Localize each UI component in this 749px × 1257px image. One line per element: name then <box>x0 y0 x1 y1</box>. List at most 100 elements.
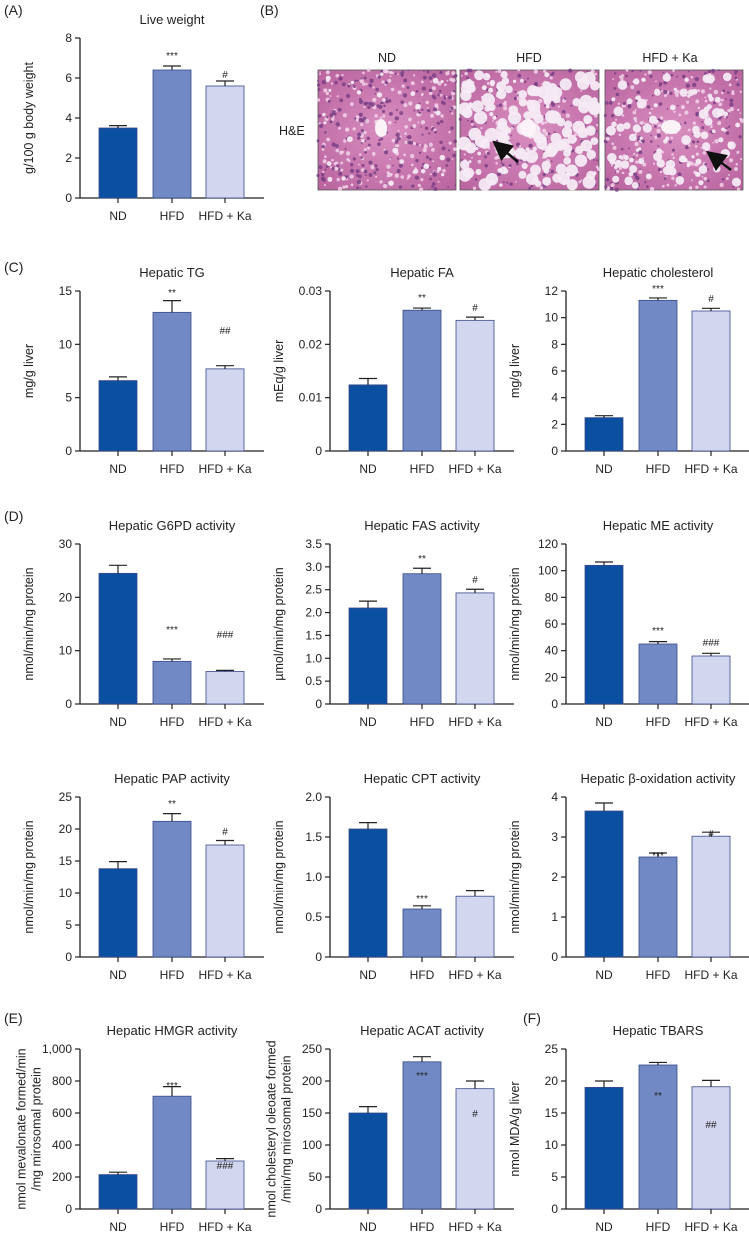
tissue-cell <box>492 120 494 122</box>
tissue-cell <box>472 186 477 190</box>
tissue-cell <box>651 124 654 127</box>
lipid-droplet <box>460 160 470 170</box>
chart-title: Hepatic ME activity <box>603 518 714 533</box>
tissue-cell <box>701 126 705 130</box>
tissue-cell <box>358 117 363 122</box>
tissue-cell <box>384 80 389 85</box>
lipid-droplet <box>638 158 645 165</box>
tissue-cell <box>358 112 363 117</box>
tissue-cell <box>407 134 412 140</box>
lipid-droplet <box>559 78 572 91</box>
significance-mark: # <box>472 575 478 586</box>
tissue-cell <box>686 100 690 104</box>
tissue-cell <box>388 70 393 75</box>
tissue-cell <box>325 70 330 75</box>
lipid-droplet <box>560 138 570 148</box>
tissue-cell <box>422 75 427 80</box>
tissue-cell <box>635 160 639 164</box>
lipid-droplet <box>572 120 586 134</box>
tissue-cell <box>325 165 329 168</box>
tissue-cell <box>369 78 374 83</box>
y-axis-label: mg/g liver <box>22 344 36 398</box>
tissue-cell <box>425 155 430 159</box>
lipid-droplet <box>722 72 732 82</box>
tissue-cell <box>337 107 342 112</box>
tissue-cell <box>725 131 730 135</box>
tissue-cell <box>700 89 706 94</box>
tissue-cell <box>725 177 729 181</box>
lipid-droplet <box>555 163 567 175</box>
tissue-cell <box>417 121 420 124</box>
tissue-cell <box>697 89 701 92</box>
lipid-droplet <box>578 101 590 114</box>
tissue-cell <box>709 130 712 133</box>
y-axis-label: nmol cholesteryl oleoate formed <box>265 1040 279 1217</box>
tissue-cell <box>420 178 424 182</box>
tissue-cell <box>467 119 469 122</box>
tissue-cell <box>368 173 373 177</box>
lipid-droplet <box>563 120 573 129</box>
y-tick-label: 100 <box>538 564 558 578</box>
lipid-droplet <box>675 176 685 185</box>
tissue-cell <box>533 69 538 74</box>
y-axis-label: mEq/g liver <box>272 340 286 403</box>
tissue-cell <box>615 118 618 121</box>
lipid-droplet <box>645 173 652 180</box>
lipid-droplet <box>687 89 695 96</box>
tissue-cell <box>517 68 520 72</box>
chart-hepatic-cholesterol: Hepatic cholesterol 0 2 4 6 8 10 12 mg/g liver ND… <box>508 265 749 476</box>
tissue-cell <box>673 110 676 114</box>
tissue-cell <box>690 76 694 79</box>
tissue-cell <box>740 157 743 161</box>
tissue-cell <box>413 142 417 146</box>
tissue-cell <box>404 132 407 135</box>
tissue-cell <box>720 98 724 102</box>
chart-hepatic-cpt: Hepatic CPT activity 0 0.5 1.0 1.5 2.0 nmol/mi… <box>272 771 514 982</box>
tissue-cell <box>663 119 666 122</box>
lipid-droplet <box>437 166 442 171</box>
bar-hfd-plus-ka <box>691 655 731 705</box>
tissue-texture <box>316 68 458 192</box>
tissue-cell <box>386 131 389 134</box>
tissue-cell <box>346 93 351 99</box>
y-tick-label: 50 <box>309 1170 323 1184</box>
y-axis-label: g/100 g body weight <box>22 62 36 174</box>
tissue-cell <box>617 102 620 105</box>
tissue-cell <box>497 69 502 74</box>
tissue-cell <box>390 87 395 92</box>
tissue-cell <box>420 126 422 128</box>
lipid-droplet <box>530 164 541 176</box>
tissue-cell <box>439 140 443 145</box>
tissue-cell <box>377 75 381 79</box>
tissue-cell <box>437 180 440 183</box>
tissue-cell <box>494 156 498 160</box>
lipid-droplet <box>421 169 426 174</box>
tissue-cell <box>325 91 330 96</box>
lipid-droplet <box>611 97 616 102</box>
tissue-cell <box>427 107 429 109</box>
tissue-cell <box>402 93 408 98</box>
tissue-cell <box>450 106 454 111</box>
y-tick-label: 0 <box>551 1202 558 1216</box>
tissue-cell <box>360 77 363 80</box>
tissue-cell <box>331 166 334 169</box>
tissue-cell <box>331 142 336 147</box>
tissue-cell <box>613 72 617 75</box>
lipid-droplet <box>541 160 551 171</box>
lipid-droplet <box>629 133 637 142</box>
lipid-droplet <box>583 114 593 124</box>
tissue-cell <box>359 186 362 189</box>
tissue-cell <box>729 102 734 107</box>
tissue-cell <box>658 84 662 87</box>
y-tick-label: 0 <box>65 950 72 964</box>
lipid-droplet <box>465 142 477 154</box>
tissue-cell <box>498 103 503 107</box>
tissue-cell <box>438 89 442 93</box>
tissue-cell <box>431 86 436 91</box>
tissue-cell <box>480 127 483 130</box>
tissue-cell <box>418 187 424 192</box>
chart-hepatic-fa: Hepatic FA 0 0.01 0.02 0.03 mEq/g liver ND HFD H… <box>272 265 514 476</box>
lipid-droplet <box>518 98 528 107</box>
tissue-cell <box>501 163 505 167</box>
y-tick-label: 100 <box>302 1138 322 1152</box>
